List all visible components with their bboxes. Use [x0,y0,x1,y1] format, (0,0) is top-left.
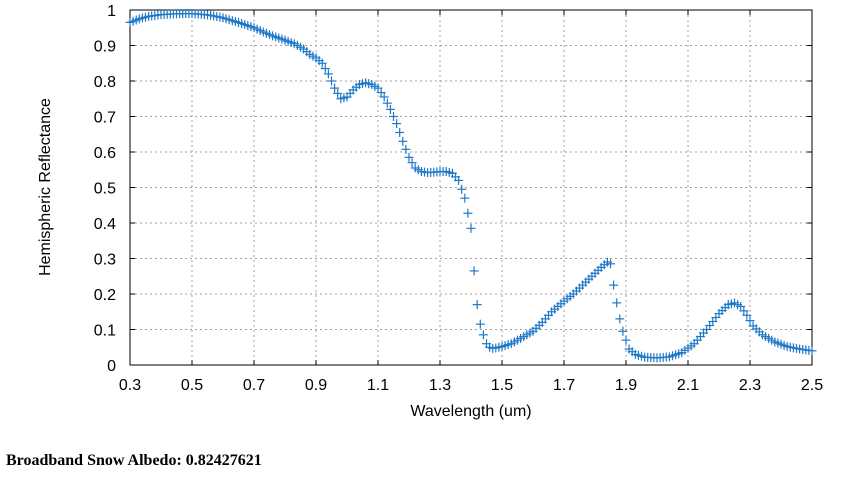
data-point [457,184,467,194]
data-point [389,112,398,121]
data-point [745,316,755,326]
data-point [807,346,817,356]
y-tick-label: 0.8 [94,74,116,91]
x-tick-label: 2.3 [739,377,761,394]
data-point [612,298,622,308]
data-point [463,208,473,218]
data-point [475,319,485,329]
data-point [385,104,395,114]
y-tick-label: 0.4 [94,216,116,233]
x-tick-label: 1.9 [615,377,637,394]
data-point [327,76,336,86]
x-tick-label: 0.5 [181,377,203,394]
y-tick-label: 1 [107,3,116,20]
data-point [618,326,628,336]
reflectance-chart: 0.3 0.5 0.7 0.9 1.1 1.3 1.5 1.7 1.9 2.1 2.3 2.5 00.… [37,3,823,420]
data-point [379,92,389,102]
data-point [317,58,327,68]
y-tick-label: 0.6 [94,145,116,162]
data-point [460,193,470,203]
data-point [621,335,631,345]
grid-lines [130,10,812,365]
data-point [323,69,333,79]
data-point [469,266,479,276]
x-tick-label: 1.5 [491,377,513,394]
data-point [466,223,476,233]
data-point [609,280,619,290]
data-point [382,98,392,108]
data-point [401,144,411,154]
data-point [472,300,482,310]
data-point [615,314,625,324]
y-axis-ticks: 0 0.1 0.2 0.3 0.4 0.5 0.6 0.7 0.8 0.9 1 [94,3,812,375]
data-point [330,83,340,93]
x-tick-label: 0.3 [119,377,141,394]
y-tick-label: 0.1 [94,323,116,340]
data-point [398,136,408,146]
x-axis-ticks: 0.3 0.5 0.7 0.9 1.1 1.3 1.5 1.7 1.9 2.1 2.3 2.5 [119,10,823,394]
y-axis-title: Hemispheric Reflectance [37,98,54,276]
data-point [392,119,402,129]
y-tick-label: 0.3 [94,252,116,269]
data-point [333,88,343,98]
x-tick-label: 2.5 [801,377,823,394]
data-series [125,9,817,363]
data-point [742,310,752,320]
y-tick-label: 0.9 [94,39,116,56]
x-tick-label: 0.7 [243,377,265,394]
data-point [404,152,414,162]
x-tick-label: 1.1 [367,377,389,394]
y-tick-label: 0.5 [94,181,116,198]
data-point [478,330,488,340]
data-point [606,259,615,269]
x-axis-title: Wavelength (um) [410,403,531,420]
data-point [407,158,417,168]
broadband-albedo-readout: Broadband Snow Albedo: 0.82427621 [6,452,262,469]
x-tick-label: 2.1 [677,377,699,394]
x-tick-label: 0.9 [305,377,327,394]
data-point [320,64,330,74]
y-tick-label: 0 [107,358,116,375]
data-point [395,127,405,137]
x-tick-label: 1.7 [553,377,575,394]
y-tick-label: 0.7 [94,110,116,127]
data-point [454,175,464,185]
x-tick-label: 1.3 [429,377,451,394]
y-tick-label: 0.2 [94,287,116,304]
